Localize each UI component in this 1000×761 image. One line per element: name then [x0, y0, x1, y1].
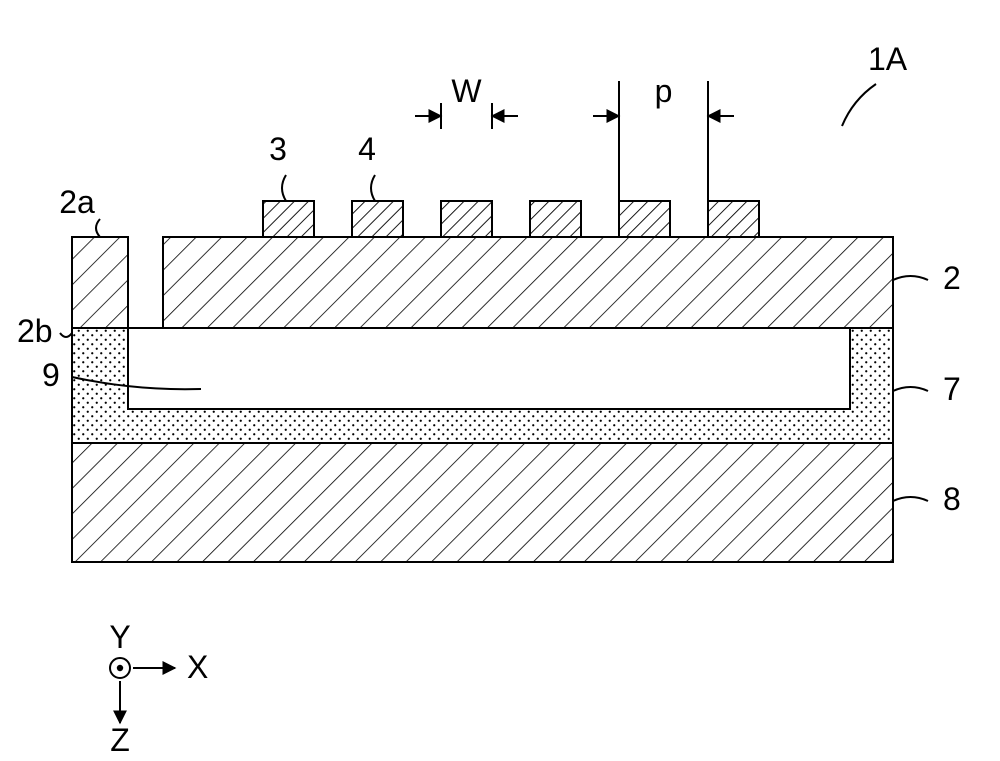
electrode-bar-1 — [263, 201, 314, 237]
electrode-bar-4 — [530, 201, 581, 237]
leader-line — [842, 84, 876, 126]
leader-line — [371, 175, 375, 201]
layer-substrate — [72, 443, 893, 562]
leader-line — [60, 333, 72, 337]
label-n2a: 2a — [59, 184, 95, 220]
electrode-bar-6 — [708, 201, 759, 237]
label-n3: 3 — [269, 131, 287, 167]
axis-y-dot-icon — [117, 665, 123, 671]
layer-top-film — [72, 237, 893, 328]
electrode-bar-3 — [441, 201, 492, 237]
leader-line — [282, 175, 286, 201]
dim-label: W — [451, 73, 482, 109]
electrode-bar-5 — [619, 201, 670, 237]
leader-line — [96, 219, 100, 237]
axis-z-label: Z — [110, 722, 130, 756]
layer-sacrificial — [72, 328, 893, 443]
axis-x-label: X — [187, 649, 208, 685]
diagram-svg: Wp 1A 3 4 2a 2b 9 2 7 8 Y X Z — [0, 0, 1000, 756]
leader-line — [893, 387, 928, 391]
label-n4: 4 — [358, 131, 376, 167]
label-n7: 7 — [943, 371, 961, 407]
electrode-bar-2 — [352, 201, 403, 237]
leader-line — [893, 497, 928, 501]
axis-y-label: Y — [109, 619, 130, 655]
label-n2: 2 — [943, 260, 961, 296]
label-n2b: 2b — [17, 313, 53, 349]
label-n8: 8 — [943, 481, 961, 517]
label-n9: 9 — [42, 357, 60, 393]
leader-line — [893, 276, 928, 280]
label-title: 1A — [868, 41, 908, 77]
dim-label: p — [655, 73, 673, 109]
